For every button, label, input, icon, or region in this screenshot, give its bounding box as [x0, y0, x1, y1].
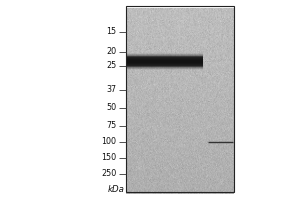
- Text: 250: 250: [101, 170, 116, 178]
- Text: 20: 20: [106, 47, 116, 56]
- Text: 15: 15: [106, 27, 116, 36]
- Text: 150: 150: [101, 154, 116, 162]
- Text: kDa: kDa: [108, 186, 124, 194]
- Bar: [126, 6, 234, 192]
- Text: 75: 75: [106, 121, 116, 130]
- Text: 100: 100: [101, 138, 116, 146]
- Text: 37: 37: [106, 85, 116, 94]
- Text: 25: 25: [106, 62, 116, 71]
- Text: 50: 50: [106, 104, 116, 112]
